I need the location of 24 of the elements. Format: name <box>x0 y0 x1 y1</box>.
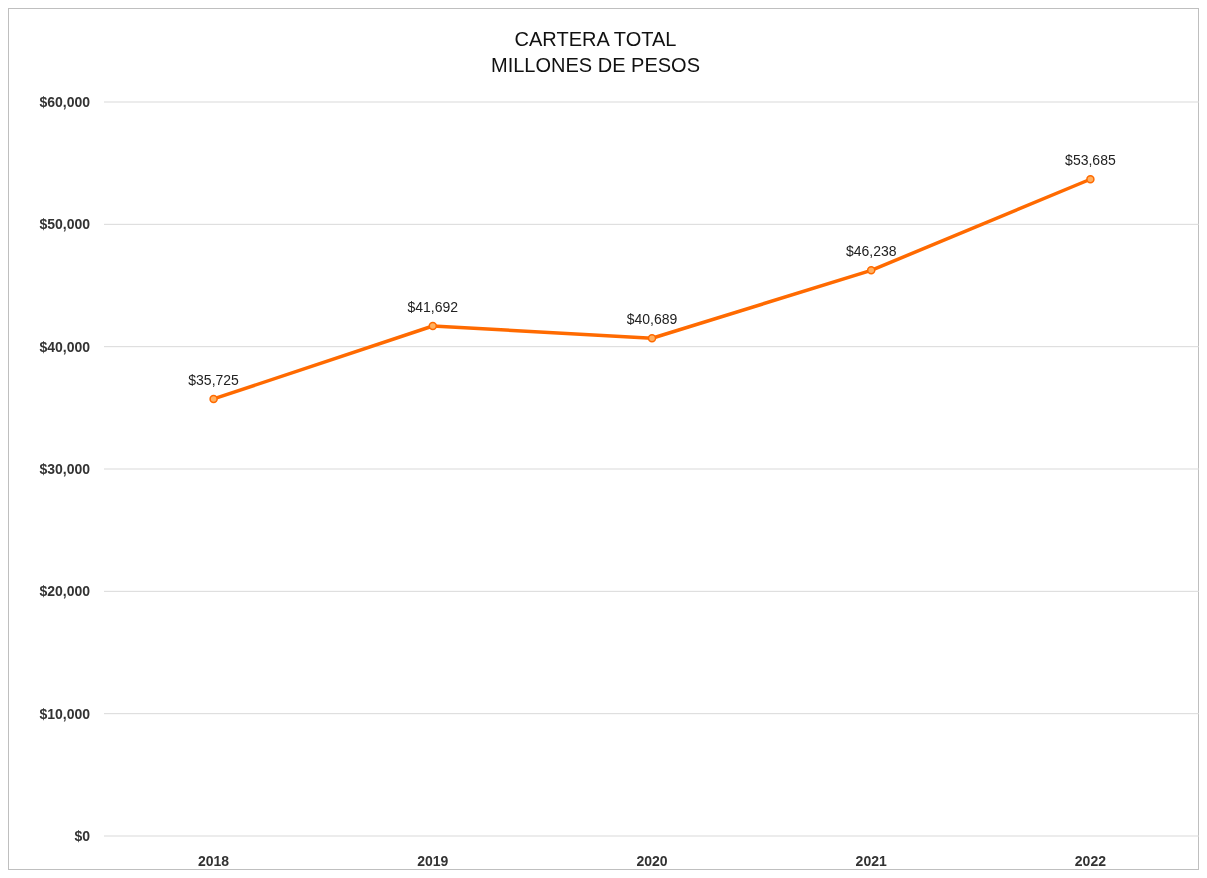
x-tick-label: 2018 <box>198 853 230 869</box>
x-tick-label: 2022 <box>1074 853 1107 869</box>
point <box>647 333 657 343</box>
data-label: $41,692 <box>407 298 459 315</box>
data-label: $35,725 <box>188 371 240 388</box>
point <box>1086 175 1095 184</box>
chart-subtitle: MILLONES DE PESOS <box>491 54 700 76</box>
y-tick-label: $50,000 <box>39 216 91 233</box>
point <box>866 266 876 275</box>
data-label: $53,685 <box>1065 152 1116 169</box>
data-label: $40,689 <box>626 311 678 328</box>
y-tick-label: $40,000 <box>39 338 91 355</box>
chart-title: CARTERA TOTAL <box>514 28 677 50</box>
data-label: $46,238 <box>845 243 897 260</box>
x-tick-label: 2021 <box>855 853 887 869</box>
y-tick-label: $0 <box>74 827 91 844</box>
y-tick-label: $10,000 <box>39 705 91 722</box>
y-tick-label: $60,000 <box>39 93 91 110</box>
point <box>428 321 438 331</box>
x-tick-label: 2020 <box>636 853 668 869</box>
point <box>209 394 218 404</box>
x-tick-label: 2019 <box>417 853 449 869</box>
y-tick-label: $30,000 <box>39 460 91 477</box>
y-tick-label: $20,000 <box>39 583 91 600</box>
